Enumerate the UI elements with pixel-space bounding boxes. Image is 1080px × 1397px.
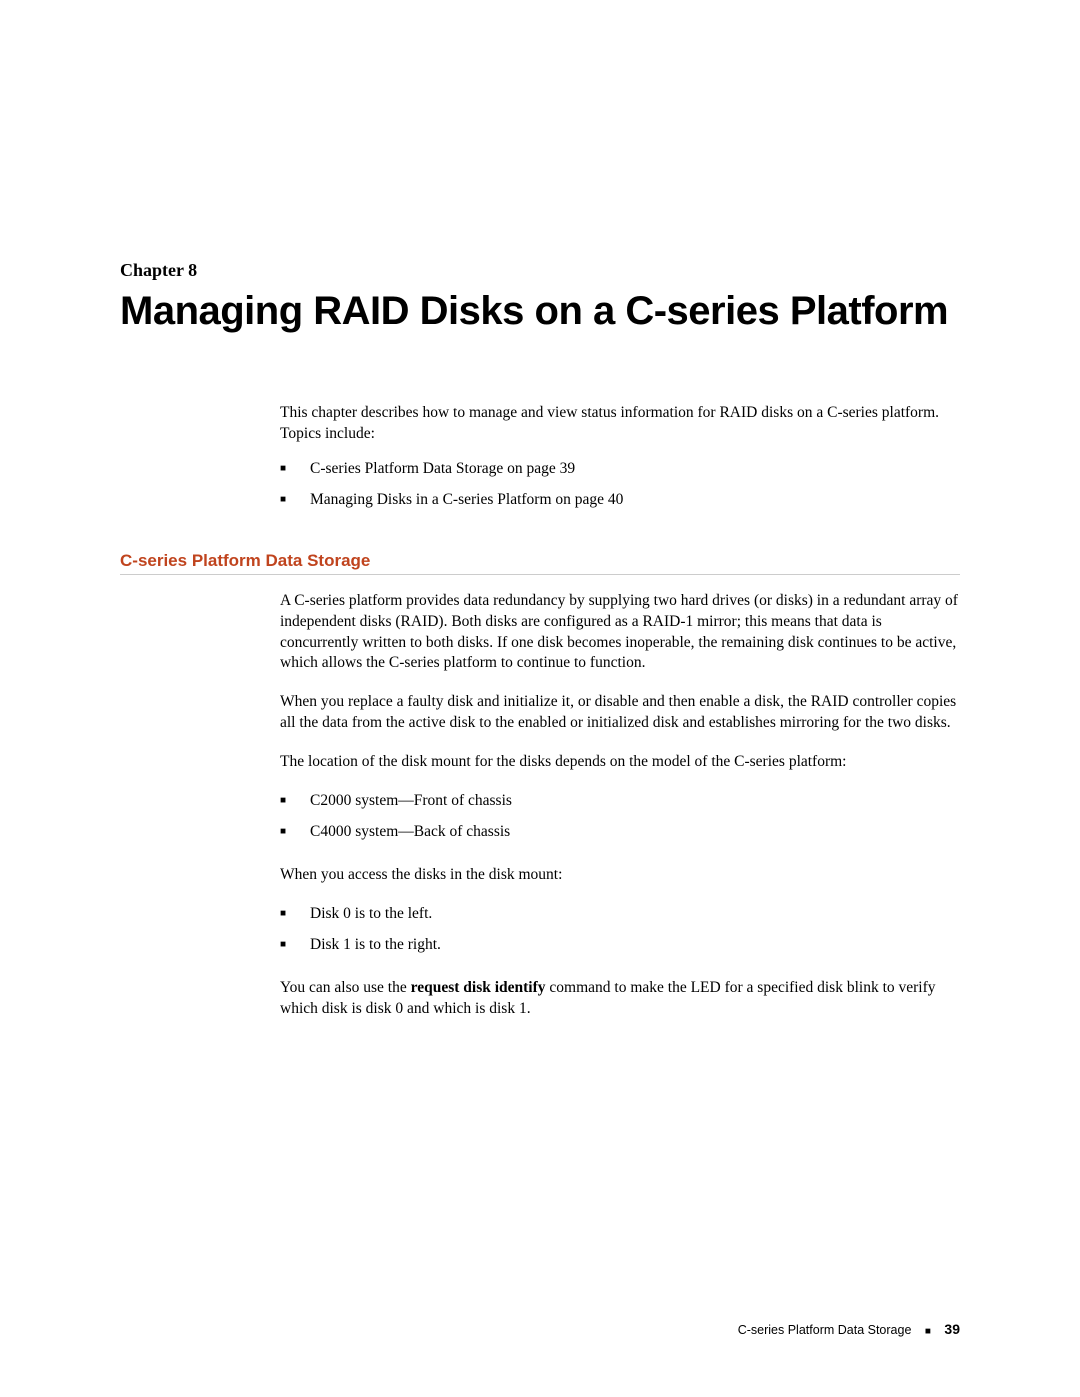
bold-command: request disk identify <box>411 979 546 996</box>
page-footer: C-series Platform Data Storage ■ 39 <box>738 1321 960 1337</box>
body-paragraph: A C-series platform provides data redund… <box>280 591 960 675</box>
body-paragraph: You can also use the request disk identi… <box>280 978 960 1020</box>
footer-separator-icon: ■ <box>925 1326 931 1337</box>
chapter-label: Chapter 8 <box>120 260 960 281</box>
bullet-list: C2000 system—Front of chassis C4000 syst… <box>280 791 960 843</box>
toc-item: C-series Platform Data Storage on page 3… <box>280 459 960 480</box>
page-number: 39 <box>944 1321 960 1337</box>
chapter-title: Managing RAID Disks on a C-series Platfo… <box>120 289 960 333</box>
list-item: C2000 system—Front of chassis <box>280 791 960 812</box>
section-heading: C-series Platform Data Storage <box>120 551 960 575</box>
toc-list: C-series Platform Data Storage on page 3… <box>280 459 960 511</box>
body-paragraph: When you replace a faulty disk and initi… <box>280 692 960 734</box>
intro-paragraph: This chapter describes how to manage and… <box>280 403 960 445</box>
body-paragraph: The location of the disk mount for the d… <box>280 752 960 773</box>
list-item: Disk 1 is to the right. <box>280 935 960 956</box>
page: Chapter 8 Managing RAID Disks on a C-ser… <box>0 0 1080 1118</box>
bullet-list: Disk 0 is to the left. Disk 1 is to the … <box>280 904 960 956</box>
body-paragraph: When you access the disks in the disk mo… <box>280 865 960 886</box>
toc-item: Managing Disks in a C-series Platform on… <box>280 490 960 511</box>
list-item: C4000 system—Back of chassis <box>280 822 960 843</box>
footer-text: C-series Platform Data Storage <box>738 1323 912 1337</box>
list-item: Disk 0 is to the left. <box>280 904 960 925</box>
text-run: You can also use the <box>280 979 411 996</box>
